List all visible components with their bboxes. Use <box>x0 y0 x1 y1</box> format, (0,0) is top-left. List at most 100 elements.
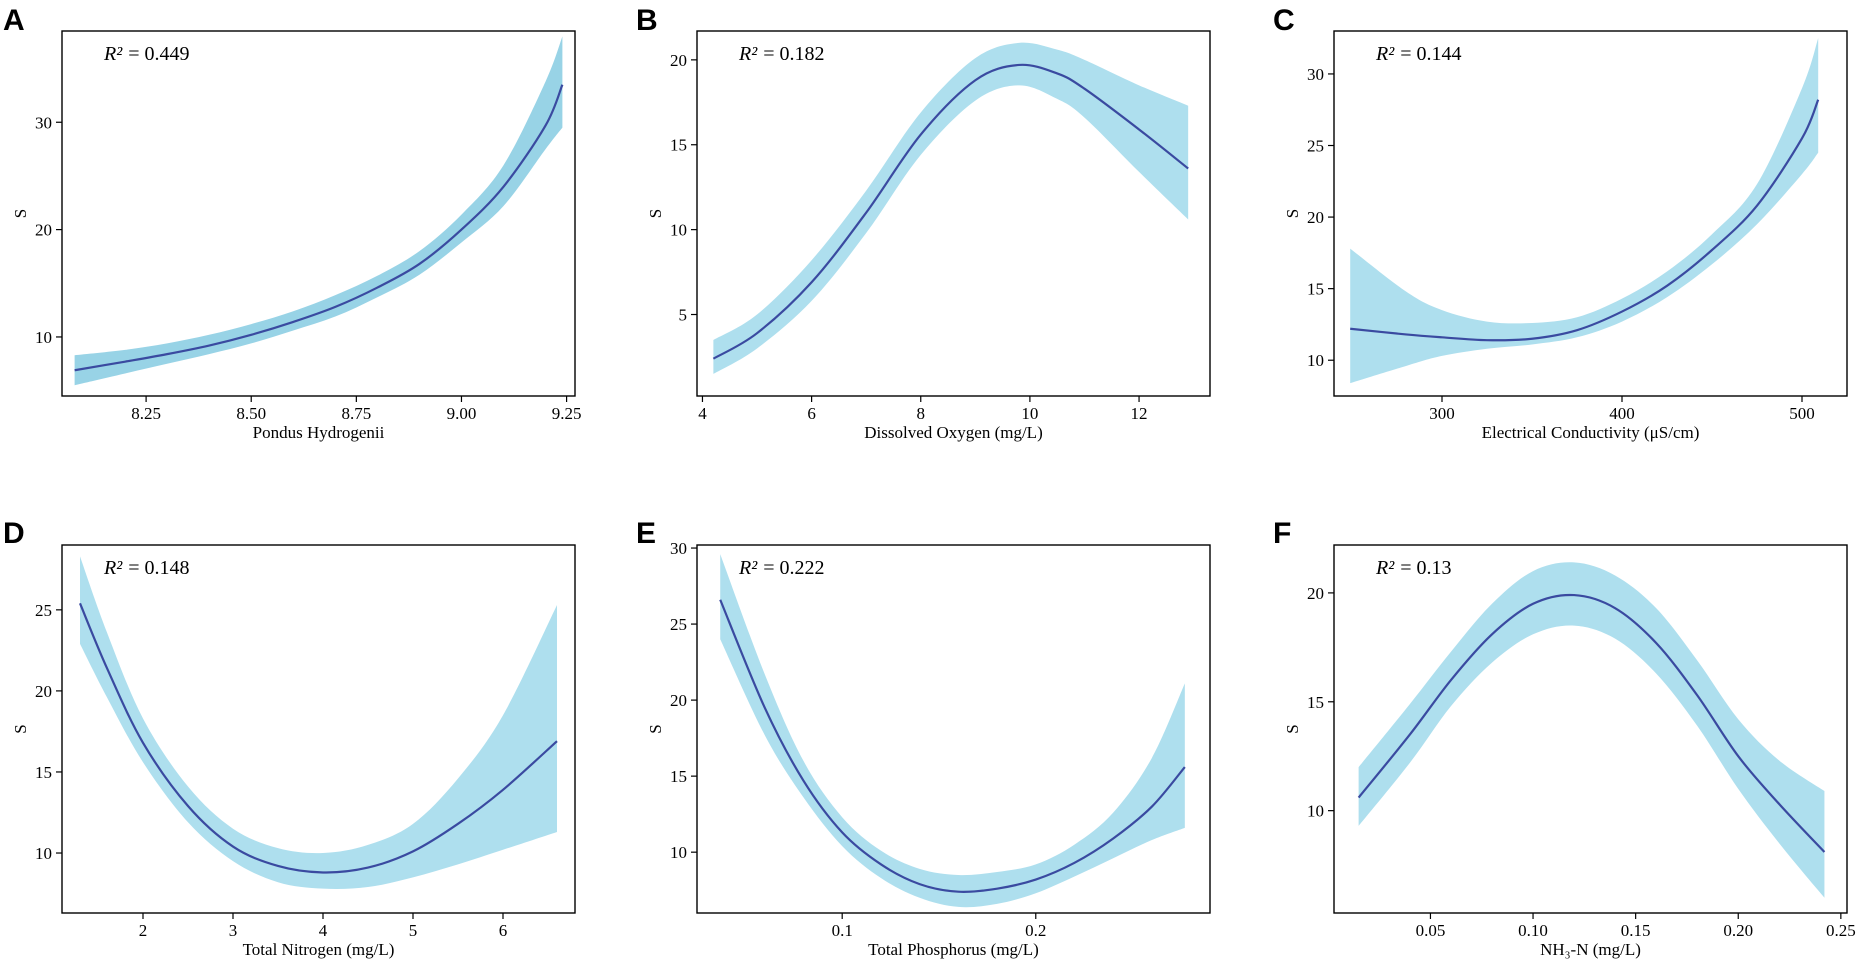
r-squared-symbol: R² <box>103 43 123 65</box>
r-squared-value: = 0.13 <box>1400 557 1451 579</box>
r-squared-annotation: R² = 0.13 <box>1375 557 1452 579</box>
y-tick-label: 10 <box>35 328 52 347</box>
x-axis-label: NH₃-N (mg/L) <box>1540 940 1641 959</box>
confidence-band <box>1358 562 1825 898</box>
panel-letter: E <box>636 517 656 550</box>
plot-frame <box>61 544 576 914</box>
y-tick-label: 20 <box>35 221 52 240</box>
x-tick-label: 0.15 <box>1621 921 1651 940</box>
panel-a: 8.25 8.50 8.75 9.00 9.25 10 20 30 Pondus Hydroge… <box>3 4 581 442</box>
r-squared-symbol: R² <box>738 43 758 65</box>
panel-letter: B <box>636 4 658 37</box>
y-tick-label: 20 <box>670 691 687 710</box>
r-squared-annotation: R² = 0.449 <box>103 43 190 65</box>
y-tick-label: 20 <box>1307 584 1324 603</box>
fitted-curve <box>1357 593 1826 853</box>
x-tick-label: 8.50 <box>236 404 266 423</box>
y-tick-label: 30 <box>35 113 52 132</box>
panel-e: 0.1 0.2 10 15 20 25 30 Total Phosphorus (mg/L) S… <box>636 517 1211 959</box>
y-tick-label: 5 <box>679 306 688 325</box>
y-tick-label: 25 <box>35 601 52 620</box>
y-axis-label: S <box>1283 724 1302 733</box>
y-tick-label: 25 <box>670 615 687 634</box>
r-squared-annotation: R² = 0.222 <box>738 557 825 579</box>
panel-b: 4 6 8 10 12 5 10 15 20 Dissolved Oxygen (mg/L) S R²… <box>636 4 1211 442</box>
y-tick-label: 10 <box>1307 351 1324 370</box>
confidence-band <box>80 556 557 890</box>
y-axis-label: S <box>11 724 30 733</box>
y-tick-label: 20 <box>35 682 52 701</box>
x-tick-label: 4 <box>698 404 707 423</box>
x-tick-label: 0.1 <box>832 921 853 940</box>
r-squared-annotation: R² = 0.182 <box>738 43 825 65</box>
y-tick-label: 15 <box>1307 280 1324 299</box>
y-tick-label: 30 <box>1307 65 1324 84</box>
x-axis-label: Pondus Hydrogenii <box>253 423 385 442</box>
fitted-curve <box>712 63 1189 360</box>
confidence-band <box>1350 38 1819 384</box>
x-tick-label: 9.00 <box>447 404 477 423</box>
x-tick-label: 0.10 <box>1518 921 1548 940</box>
x-axis-label: Total Phosphorus (mg/L) <box>868 940 1039 959</box>
r-squared-annotation: R² = 0.148 <box>103 557 190 579</box>
x-tick-label: 9.25 <box>552 404 582 423</box>
r-squared-symbol: R² <box>1375 43 1395 65</box>
x-tick-label: 8.25 <box>131 404 161 423</box>
r-squared-annotation: R² = 0.144 <box>1375 43 1462 65</box>
x-axis-label: Total Nitrogen (mg/L) <box>243 940 395 959</box>
fitted-curve <box>74 84 564 372</box>
x-tick-label: 10 <box>1021 404 1038 423</box>
x-tick-label: 6 <box>807 404 816 423</box>
plot-frame <box>61 30 576 397</box>
confidence-band <box>713 42 1189 374</box>
fitted-curve <box>1350 99 1820 342</box>
x-tick-label: 0.25 <box>1826 921 1856 940</box>
y-tick-label: 10 <box>1307 802 1324 821</box>
x-axis-label: Dissolved Oxygen (mg/L) <box>864 423 1042 442</box>
r-squared-value: = 0.148 <box>128 557 189 579</box>
y-tick-label: 15 <box>670 767 687 786</box>
panel-letter: A <box>3 4 25 37</box>
r-squared-symbol: R² <box>738 557 758 579</box>
panel-d: 2 3 4 5 6 10 15 20 25 Total Nitrogen (mg/L) S R² = 0… <box>3 517 576 959</box>
confidence-band <box>720 554 1185 908</box>
y-tick-label: 10 <box>670 843 687 862</box>
y-tick-label: 10 <box>35 844 52 863</box>
fitted-curve <box>78 602 558 874</box>
x-tick-label: 4 <box>319 921 328 940</box>
x-tick-label: 8 <box>917 404 926 423</box>
confidence-band <box>74 36 563 386</box>
y-tick-label: 25 <box>1307 137 1324 156</box>
fitted-curve <box>719 599 1186 893</box>
x-tick-label: 8.75 <box>341 404 371 423</box>
x-tick-label: 3 <box>229 921 238 940</box>
panel-letter: F <box>1273 517 1291 550</box>
y-tick-label: 20 <box>1307 208 1324 227</box>
x-tick-label: 0.20 <box>1723 921 1753 940</box>
x-tick-label: 5 <box>409 921 418 940</box>
x-tick-label: 12 <box>1131 404 1148 423</box>
plot-frame <box>696 30 1211 397</box>
panel-letter: C <box>1273 4 1295 37</box>
r-squared-value: = 0.144 <box>1400 43 1461 65</box>
y-tick-label: 15 <box>35 763 52 782</box>
panel-f: 0.05 0.10 0.15 0.20 0.25 10 15 20 NH₃-N (mg/L) S R… <box>1273 517 1856 959</box>
r-squared-value: = 0.449 <box>128 43 189 65</box>
y-axis-label: S <box>1283 209 1302 218</box>
r-squared-value: = 0.222 <box>763 557 824 579</box>
x-tick-label: 0.2 <box>1025 921 1046 940</box>
y-axis-label: S <box>646 724 665 733</box>
plot-frame <box>1333 30 1848 397</box>
r-squared-symbol: R² <box>103 557 123 579</box>
y-tick-label: 15 <box>1307 693 1324 712</box>
y-axis-label: S <box>11 209 30 218</box>
panel-c: 300 400 500 10 15 20 25 30 Electrical Conductivi… <box>1273 4 1848 442</box>
r-squared-value: = 0.182 <box>763 43 824 65</box>
y-tick-label: 20 <box>670 51 687 70</box>
x-tick-label: 400 <box>1609 404 1635 423</box>
x-axis-label: Electrical Conductivity (μS/cm) <box>1482 423 1700 442</box>
r-squared-symbol: R² <box>1375 557 1395 579</box>
y-tick-label: 30 <box>670 539 687 558</box>
x-tick-label: 300 <box>1429 404 1455 423</box>
